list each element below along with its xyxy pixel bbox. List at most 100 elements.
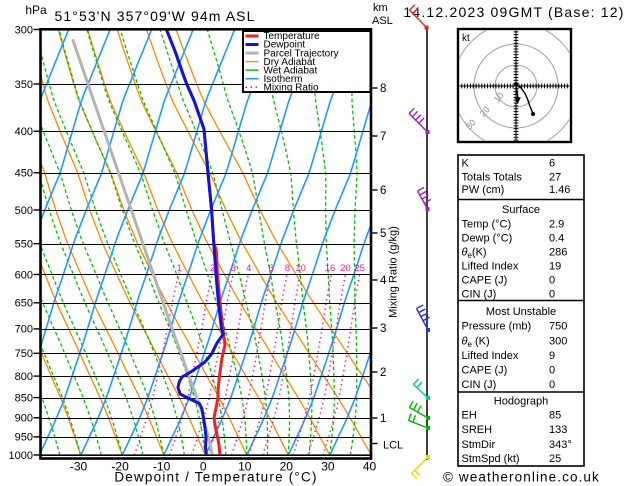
- svg-text:Hodograph: Hodograph: [494, 396, 548, 408]
- svg-text:30: 30: [464, 117, 478, 131]
- svg-text:0.4: 0.4: [549, 232, 564, 244]
- svg-text:25: 25: [354, 263, 365, 274]
- svg-text:40: 40: [363, 460, 377, 474]
- svg-text:10: 10: [238, 460, 252, 474]
- svg-text:750: 750: [15, 348, 33, 360]
- svg-text:600: 600: [15, 269, 33, 281]
- svg-text:3: 3: [380, 323, 386, 335]
- svg-text:400: 400: [15, 126, 33, 138]
- svg-text:Totals Totals: Totals Totals: [462, 171, 523, 183]
- svg-text:14.12.2023 09GMT (Base: 12): 14.12.2023 09GMT (Base: 12): [403, 4, 624, 20]
- svg-text:8: 8: [285, 263, 290, 274]
- svg-text:Dewpoint: Dewpoint: [264, 40, 306, 51]
- svg-text:300: 300: [549, 335, 567, 347]
- svg-text:Temp (°C): Temp (°C): [462, 218, 512, 230]
- svg-text:10: 10: [492, 90, 506, 104]
- svg-text:4: 4: [246, 263, 251, 274]
- svg-text:Surface: Surface: [502, 204, 540, 216]
- svg-text:StmDir: StmDir: [462, 439, 496, 451]
- svg-text:kt: kt: [462, 33, 470, 44]
- svg-text:900: 900: [15, 413, 33, 425]
- svg-text:km: km: [373, 2, 388, 14]
- svg-text:CIN (J): CIN (J): [462, 289, 497, 301]
- svg-text:Dewp (°C): Dewp (°C): [462, 232, 513, 244]
- svg-text:500: 500: [15, 205, 33, 217]
- svg-text:Lifted Index: Lifted Index: [462, 350, 519, 362]
- svg-text:450: 450: [15, 168, 33, 180]
- svg-text:0: 0: [549, 379, 555, 391]
- svg-text:1000: 1000: [9, 450, 33, 462]
- svg-text:8: 8: [380, 83, 386, 95]
- svg-text:950: 950: [15, 432, 33, 444]
- svg-text:20: 20: [340, 263, 351, 274]
- svg-text:Mixing Ratio: Mixing Ratio: [264, 82, 319, 93]
- svg-text:5: 5: [380, 228, 386, 240]
- svg-text:9: 9: [549, 350, 555, 362]
- svg-text:2: 2: [210, 263, 215, 274]
- svg-text:6: 6: [549, 158, 555, 170]
- svg-text:Temperature: Temperature: [264, 31, 321, 42]
- svg-text:343°: 343°: [549, 439, 572, 451]
- svg-text:Lifted Index: Lifted Index: [462, 261, 519, 273]
- svg-text:Parcel Trajectory: Parcel Trajectory: [264, 48, 339, 59]
- svg-text:PW (cm): PW (cm): [462, 184, 505, 196]
- svg-text:-20: -20: [111, 460, 129, 474]
- svg-text:StmSpd (kt): StmSpd (kt): [462, 453, 520, 465]
- svg-text:CAPE (J): CAPE (J): [462, 365, 508, 377]
- svg-text:286: 286: [549, 246, 567, 258]
- svg-text:25: 25: [549, 453, 561, 465]
- svg-text:16: 16: [325, 263, 336, 274]
- svg-text:700: 700: [15, 324, 33, 336]
- svg-text:θe (K): θe (K): [462, 335, 490, 349]
- svg-text:Dewpoint / Temperature (°C): Dewpoint / Temperature (°C): [114, 470, 317, 485]
- svg-text:4: 4: [380, 275, 387, 287]
- svg-text:350: 350: [15, 79, 33, 91]
- svg-text:Dry Adiabat: Dry Adiabat: [264, 57, 316, 68]
- svg-text:20: 20: [280, 460, 294, 474]
- svg-text:6: 6: [380, 185, 386, 197]
- svg-text:LCL: LCL: [383, 440, 403, 452]
- svg-text:-30: -30: [70, 460, 88, 474]
- svg-text:19: 19: [549, 261, 561, 273]
- svg-text:ASL: ASL: [372, 15, 393, 27]
- svg-text:7: 7: [380, 131, 386, 143]
- svg-text:850: 850: [15, 392, 33, 404]
- svg-text:800: 800: [15, 371, 33, 383]
- svg-text:1: 1: [176, 263, 181, 274]
- svg-text:750: 750: [549, 320, 567, 332]
- svg-text:0: 0: [549, 289, 555, 301]
- svg-text:2: 2: [380, 367, 386, 379]
- svg-text:© weatheronline.co.uk: © weatheronline.co.uk: [443, 470, 600, 485]
- svg-text:300: 300: [15, 24, 33, 36]
- svg-text:20: 20: [478, 104, 492, 118]
- svg-text:133: 133: [549, 424, 567, 436]
- svg-text:3: 3: [231, 263, 236, 274]
- svg-text:Most Unstable: Most Unstable: [486, 306, 556, 318]
- svg-text:0: 0: [549, 365, 555, 377]
- svg-text:hPa: hPa: [25, 3, 47, 17]
- svg-text:1.46: 1.46: [549, 184, 570, 196]
- svg-text:1: 1: [380, 413, 386, 425]
- svg-text:2.9: 2.9: [549, 218, 564, 230]
- svg-text:650: 650: [15, 298, 33, 310]
- svg-text:Pressure (mb): Pressure (mb): [462, 320, 532, 332]
- svg-text:0: 0: [200, 460, 207, 474]
- svg-text:85: 85: [549, 410, 561, 422]
- svg-text:51°53'N 357°09'W 94m ASL: 51°53'N 357°09'W 94m ASL: [55, 8, 256, 24]
- svg-text:550: 550: [15, 239, 33, 251]
- svg-text:Mixing Ratio (g/kg): Mixing Ratio (g/kg): [388, 226, 400, 318]
- svg-text:Wet Adiabat: Wet Adiabat: [264, 65, 318, 76]
- svg-text:6: 6: [268, 263, 273, 274]
- svg-text:30: 30: [321, 460, 335, 474]
- svg-text:27: 27: [549, 171, 561, 183]
- svg-text:EH: EH: [462, 410, 477, 422]
- svg-text:SREH: SREH: [462, 424, 493, 436]
- svg-text:K: K: [462, 158, 470, 170]
- svg-text:CIN (J): CIN (J): [462, 379, 497, 391]
- svg-text:CAPE (J): CAPE (J): [462, 275, 508, 287]
- svg-text:-10: -10: [153, 460, 171, 474]
- svg-text:Isotherm: Isotherm: [264, 74, 303, 85]
- svg-text:10: 10: [295, 263, 306, 274]
- svg-text:θe(K): θe(K): [462, 246, 487, 259]
- svg-text:0: 0: [549, 275, 555, 287]
